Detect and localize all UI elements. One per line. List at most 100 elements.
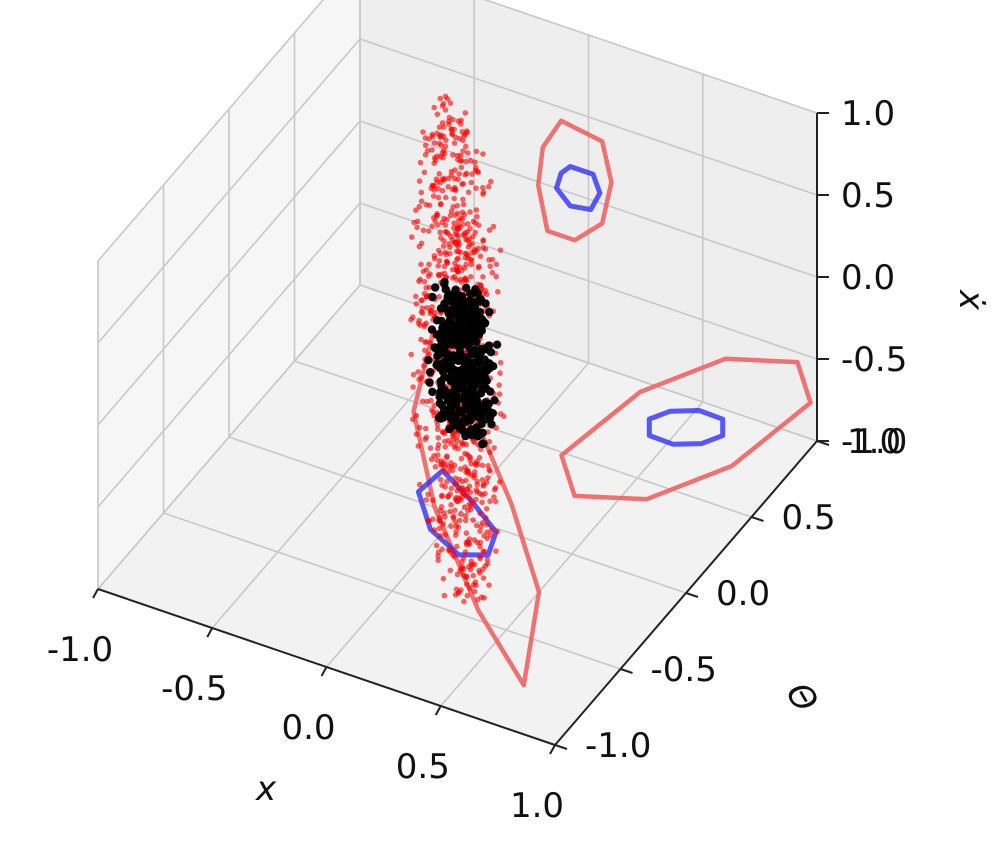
cloud-point xyxy=(486,348,496,357)
cloud-point xyxy=(458,279,465,285)
cloud-point xyxy=(477,253,484,260)
cloud-point xyxy=(427,325,437,334)
cloud-point xyxy=(480,481,487,488)
cloud-point xyxy=(482,515,489,521)
cloud-point xyxy=(464,129,471,136)
cloud-point xyxy=(417,159,424,166)
cloud-point xyxy=(464,313,473,323)
cloud-point xyxy=(419,398,426,405)
cloud-point xyxy=(435,557,442,564)
cloud-point xyxy=(413,293,419,300)
cloud-point xyxy=(425,228,432,234)
cloud-point xyxy=(434,426,441,433)
cloud-point xyxy=(480,566,486,572)
cloud-point xyxy=(472,159,478,166)
cloud-point xyxy=(455,255,461,262)
cloud-point xyxy=(452,186,458,193)
cloud-point xyxy=(437,250,444,257)
cloud-point xyxy=(445,184,452,190)
cloud-point xyxy=(418,309,425,315)
cloud-point xyxy=(431,187,438,193)
cloud-point xyxy=(464,581,470,588)
cloud-point xyxy=(451,239,458,246)
cloud-point xyxy=(437,229,444,236)
cloud-point xyxy=(479,520,486,526)
cloud-point xyxy=(471,588,478,595)
cloud-point xyxy=(410,416,416,423)
cloud-point xyxy=(480,151,486,157)
grid-line xyxy=(228,436,687,594)
cloud-point xyxy=(475,412,484,421)
cloud-point xyxy=(447,567,454,574)
cloud-point xyxy=(446,414,456,423)
cloud-point xyxy=(428,308,434,314)
cloud-point xyxy=(452,260,458,267)
cloud-point xyxy=(438,504,445,510)
cloud-point xyxy=(460,196,466,203)
cloud-point xyxy=(456,171,463,177)
cloud-point xyxy=(464,451,471,458)
cloud-point xyxy=(485,183,492,190)
cloud-point xyxy=(440,243,447,249)
cloud-point xyxy=(443,194,449,201)
cloud-point xyxy=(426,351,433,358)
cloud-point xyxy=(476,295,486,304)
cloud-point xyxy=(448,460,454,466)
cloud-point xyxy=(416,481,423,488)
cloud-point xyxy=(479,499,485,506)
cloud-point xyxy=(492,498,499,505)
cloud-point xyxy=(431,253,438,259)
cloud-point xyxy=(467,585,473,592)
cloud-point xyxy=(436,258,443,264)
cloud-point xyxy=(473,207,480,213)
cloud-point xyxy=(423,497,430,503)
cloud-point xyxy=(452,442,459,449)
cloud-point xyxy=(456,331,465,340)
cloud-point xyxy=(434,179,440,185)
cloud-point xyxy=(435,194,442,201)
cloud-point xyxy=(492,485,499,491)
x-tick-label: 0.0 xyxy=(281,708,335,748)
cloud-point xyxy=(455,118,462,124)
x-tick-label: -1.0 xyxy=(47,630,113,670)
cloud-point xyxy=(437,95,444,102)
cloud-point xyxy=(416,178,423,184)
cloud-point xyxy=(480,274,486,280)
cloud-point xyxy=(431,527,438,533)
cloud-point xyxy=(464,221,471,227)
cloud-point xyxy=(472,167,479,174)
cloud-point xyxy=(428,387,437,397)
grid-line xyxy=(97,0,324,262)
cloud-point xyxy=(420,227,427,234)
cloud-point xyxy=(487,263,494,270)
grid-line xyxy=(483,0,818,114)
cloud-point xyxy=(418,189,425,196)
cloud-point xyxy=(468,256,474,263)
cloud-point xyxy=(480,189,487,195)
cloud-point xyxy=(420,268,427,275)
cloud-point xyxy=(484,291,490,298)
cloud-point xyxy=(451,390,460,399)
cloud-point xyxy=(466,483,473,490)
cloud-point xyxy=(491,494,497,500)
cloud-point xyxy=(479,477,486,483)
cloud-point xyxy=(460,181,467,187)
cloud-point xyxy=(425,378,434,387)
cloud-point xyxy=(450,152,456,158)
cloud-point xyxy=(462,110,469,116)
cloud-point xyxy=(463,492,469,499)
cloud-point xyxy=(462,232,468,239)
cloud-point xyxy=(485,475,491,481)
inner-projection-polygon xyxy=(646,408,726,447)
cloud-point xyxy=(442,107,449,113)
cloud-point xyxy=(463,512,469,519)
cloud-point xyxy=(441,337,450,347)
cloud-point xyxy=(464,592,471,599)
cloud-point xyxy=(439,187,446,194)
cloud-point xyxy=(485,307,494,317)
cloud-point xyxy=(460,221,466,228)
cloud-point xyxy=(427,271,433,277)
cloud-point xyxy=(496,391,503,397)
cloud-point xyxy=(462,549,469,555)
cloud-point xyxy=(488,527,495,533)
